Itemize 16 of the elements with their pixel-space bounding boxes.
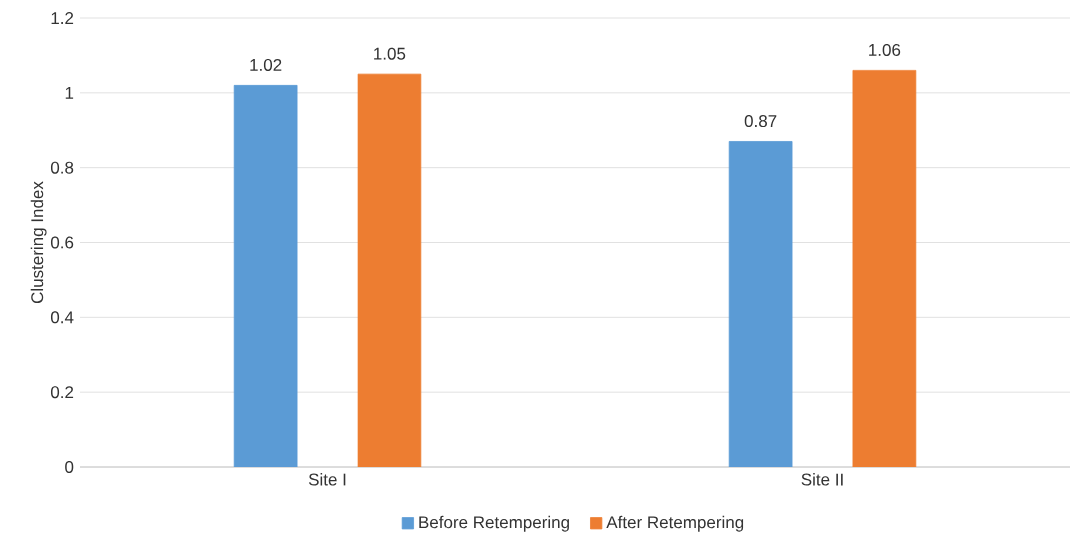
x-tick-label: Site II: [801, 473, 843, 486]
y-tick-label: 0: [65, 460, 74, 474]
y-tick-label: 0.8: [50, 161, 74, 174]
y-tick-label: 1: [65, 86, 74, 99]
data-label: 1.06: [869, 43, 901, 56]
y-tick-label: 0.4: [50, 311, 74, 324]
x-tick-label: Site I: [308, 473, 346, 486]
legend-label: Before Retempering: [419, 515, 569, 532]
legend-label: After Retempering: [606, 515, 744, 532]
y-tick-label: 0.2: [50, 386, 74, 399]
data-label: 1.05: [374, 47, 406, 60]
y-axis-title: Clustering Index: [30, 181, 47, 304]
y-tick-label: 1.2: [51, 12, 74, 24]
data-label: 1.02: [250, 58, 282, 71]
data-label: 0.87: [744, 115, 777, 128]
y-tick-label: 0.6: [50, 236, 74, 249]
